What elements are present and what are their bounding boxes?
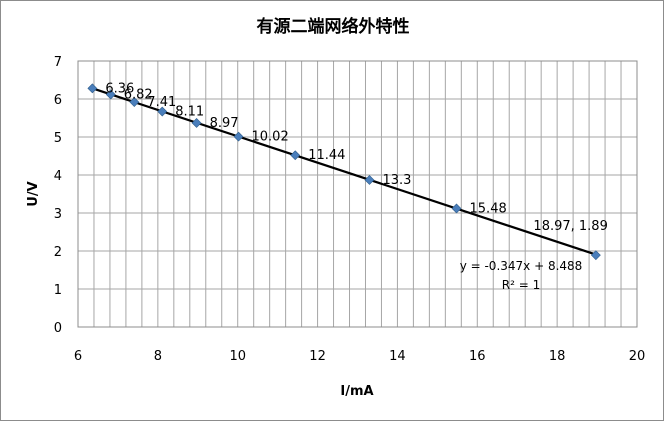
data-label: 7.41 (147, 95, 176, 110)
data-label: 6.36 (105, 81, 134, 96)
data-point (451, 203, 462, 214)
data-point (364, 175, 375, 185)
data-point (233, 131, 244, 142)
data-point (191, 118, 202, 128)
y-tick-label: 3 (54, 207, 62, 222)
data-point (87, 83, 98, 94)
y-axis-title: U/V (26, 181, 41, 206)
x-tick-label: 20 (629, 349, 646, 364)
trendline-equation: y = -0.347x + 8.488 (460, 259, 583, 273)
data-label: 10.02 (252, 130, 289, 145)
data-label: 15.48 (470, 201, 507, 216)
data-label: 18.97, 1.89 (533, 219, 607, 234)
y-tick-label: 4 (54, 169, 62, 184)
data-label: 8.97 (210, 116, 239, 131)
x-tick-label: 8 (154, 349, 162, 364)
y-tick-label: 0 (54, 321, 62, 336)
y-tick-label: 6 (54, 93, 62, 108)
x-tick-label: 16 (469, 349, 486, 364)
grid-lines (78, 61, 637, 327)
x-axis-ticks: 6 8 10 12 14 16 18 20 (74, 349, 645, 364)
data-points (87, 83, 601, 261)
x-axis-title: I/mA (340, 384, 373, 399)
y-tick-label: 1 (54, 283, 62, 298)
data-point (157, 106, 168, 117)
x-tick-label: 18 (549, 349, 566, 364)
x-tick-label: 14 (389, 349, 406, 364)
x-tick-label: 10 (229, 349, 246, 364)
data-point (105, 89, 116, 100)
data-label: 11.44 (308, 148, 345, 163)
y-tick-label: 2 (54, 245, 62, 260)
chart-title: 有源二端网络外特性 (257, 16, 410, 37)
data-label: 6.82 (124, 87, 153, 102)
data-label: 8.11 (175, 105, 204, 120)
trendline (92, 87, 597, 256)
y-axis-ticks: 0 1 2 3 4 5 6 7 (54, 55, 62, 336)
trendline-r-squared: R² = 1 (502, 278, 540, 292)
data-point (129, 97, 140, 107)
y-tick-label: 5 (54, 131, 62, 146)
data-label: 13.3 (382, 173, 411, 188)
x-tick-label: 6 (74, 349, 82, 364)
data-point (290, 150, 301, 161)
x-tick-label: 12 (309, 349, 326, 364)
plot-area-border (77, 60, 638, 328)
data-point (590, 250, 601, 261)
data-labels: 6.366.827.418.11 8.97 10.02 11.44 13.3 15.48 1… (105, 81, 607, 234)
y-tick-label: 7 (54, 55, 62, 70)
